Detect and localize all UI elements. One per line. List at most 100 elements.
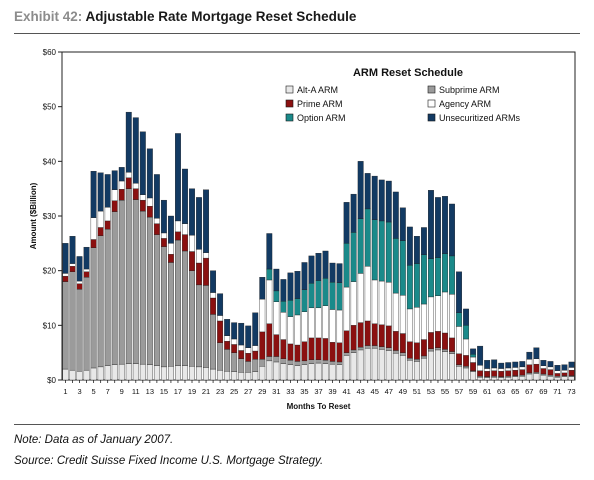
x-tick-label: 9 xyxy=(120,387,124,396)
bar-subprime xyxy=(364,345,371,349)
bar-subprime xyxy=(139,210,146,365)
bar-alt-a xyxy=(97,366,104,381)
bar-agency xyxy=(477,365,484,371)
bar-prime xyxy=(280,339,287,359)
bar-unsecuritized xyxy=(364,173,371,210)
x-tick-label: 55 xyxy=(441,387,449,396)
bar-alt-a xyxy=(547,375,554,381)
bar-alt-a xyxy=(526,373,533,381)
bar-prime xyxy=(554,373,561,377)
bar-unsecuritized xyxy=(568,361,575,368)
bar-alt-a xyxy=(378,349,385,381)
bar-unsecuritized xyxy=(160,199,167,234)
bar-agency xyxy=(217,315,224,322)
bar-unsecuritized xyxy=(350,193,357,233)
bar-subprime xyxy=(189,270,195,367)
bar-prime xyxy=(561,372,568,376)
bar-prime xyxy=(470,362,477,371)
bar-subprime xyxy=(322,360,329,364)
bar-alt-a xyxy=(217,369,224,381)
legend-label-agency: Agency ARM xyxy=(439,99,491,109)
bar-option xyxy=(350,232,357,282)
x-tick-label: 61 xyxy=(483,387,491,396)
x-tick-label: 13 xyxy=(146,387,154,396)
bar-alt-a xyxy=(484,377,491,381)
x-tick-label: 29 xyxy=(258,387,266,396)
bar-unsecuritized xyxy=(231,322,238,340)
bar-unsecuritized xyxy=(97,172,104,212)
bar-subprime xyxy=(118,199,125,365)
bar-subprime xyxy=(111,211,118,365)
bar-option xyxy=(449,255,455,295)
legend-label-subprime: Subprime ARM xyxy=(439,85,500,95)
bar-agency xyxy=(224,335,231,342)
bar-subprime xyxy=(350,349,357,353)
bar-prime xyxy=(196,262,202,286)
bar-unsecuritized xyxy=(153,174,160,219)
bar-agency xyxy=(378,280,385,325)
bar-agency xyxy=(498,368,505,372)
x-tick-label: 5 xyxy=(92,387,96,396)
bar-subprime xyxy=(203,285,209,368)
bottom-divider xyxy=(14,424,580,425)
bar-prime xyxy=(420,339,427,357)
bar-alt-a xyxy=(554,377,561,381)
bar-agency xyxy=(160,232,167,239)
bar-alt-a xyxy=(371,348,378,381)
bar-agency xyxy=(259,298,266,333)
bar-subprime xyxy=(196,284,202,368)
x-tick-label: 33 xyxy=(286,387,294,396)
bar-alt-a xyxy=(568,376,575,381)
x-tick-label: 21 xyxy=(202,387,210,396)
bar-unsecuritized xyxy=(111,170,118,190)
bar-unsecuritized xyxy=(491,359,498,369)
bar-option xyxy=(378,220,385,282)
bar-unsecuritized xyxy=(322,250,329,279)
y-tick-label: $50 xyxy=(43,103,57,112)
bar-agency xyxy=(322,305,329,339)
bar-prime xyxy=(435,331,441,348)
bar-alt-a xyxy=(132,363,139,381)
x-tick-label: 43 xyxy=(356,387,364,396)
bar-subprime xyxy=(69,271,76,371)
bar-prime xyxy=(385,325,392,348)
bar-prime xyxy=(273,334,280,357)
bar-agency xyxy=(435,295,441,332)
bar-prime xyxy=(76,283,83,290)
y-tick-label: $0 xyxy=(47,376,56,385)
bar-unsecuritized xyxy=(449,203,455,257)
bar-prime xyxy=(399,333,406,353)
bar-agency xyxy=(273,301,280,335)
bar-prime xyxy=(146,205,153,218)
bar-subprime xyxy=(413,359,420,362)
bar-option xyxy=(343,243,350,288)
y-tick-label: $30 xyxy=(43,212,57,221)
bar-agency xyxy=(413,307,420,344)
bar-agency xyxy=(196,249,202,264)
bar-agency xyxy=(280,312,287,340)
bar-alt-a xyxy=(533,373,540,381)
bar-prime xyxy=(259,331,266,360)
bar-option xyxy=(428,258,434,298)
legend-label-alt-a: Alt-A ARM xyxy=(297,85,338,95)
bar-alt-a xyxy=(62,368,69,381)
bar-option xyxy=(371,219,378,281)
bar-alt-a xyxy=(175,365,181,381)
x-tick-label: 57 xyxy=(455,387,463,396)
x-tick-label: 27 xyxy=(244,387,252,396)
bar-prime xyxy=(336,342,343,363)
bar-alt-a xyxy=(470,371,477,381)
bar-alt-a xyxy=(245,372,252,381)
bar-prime xyxy=(526,364,533,374)
bar-option xyxy=(406,265,413,310)
bar-agency xyxy=(189,234,195,252)
bar-option xyxy=(273,290,280,303)
bar-alt-a xyxy=(357,349,364,381)
y-tick-label: $60 xyxy=(43,48,57,57)
bar-option xyxy=(329,281,336,310)
arm-reset-chart: $0$10$20$30$40$50$601 3 5 7 9 11 13 15 17 19 21 23 2… xyxy=(29,48,576,411)
bar-agency xyxy=(554,370,561,374)
x-tick-label: 73 xyxy=(567,387,575,396)
x-tick-label: 51 xyxy=(413,387,421,396)
bar-unsecuritized xyxy=(62,243,69,274)
